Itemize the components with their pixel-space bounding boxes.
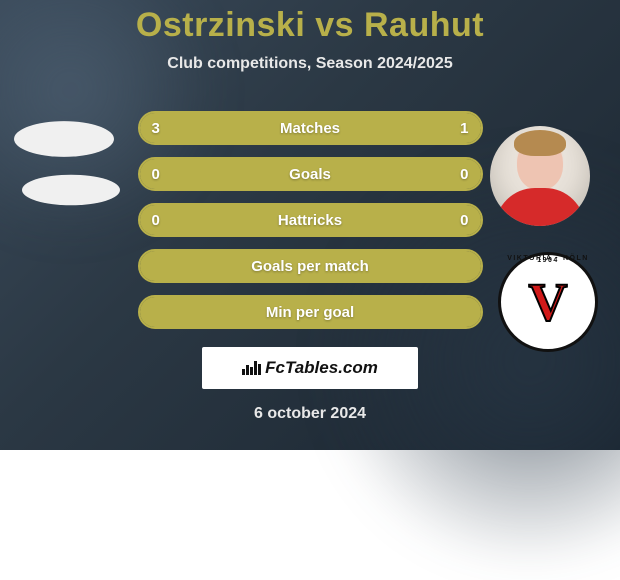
stat-row: Hattricks0 0 [138,203,483,237]
stat-row: Matches3 1 [138,111,483,145]
stat-label: Min per goal [140,297,481,327]
player-left-avatar [14,121,114,157]
player-right-club-badge: 1904 V VIKTORIA · KÖLN [498,252,598,352]
brand-footer[interactable]: FcTables.com [202,347,418,389]
chart-icon [242,361,261,375]
stat-label: Goals per match [140,251,481,281]
club-badge-name: VIKTORIA · KÖLN [501,255,595,347]
stat-value-right: 0 [460,159,468,189]
stat-value-left: 0 [152,205,160,235]
player-left-club-badge [22,175,120,206]
date-label: 6 october 2024 [0,405,620,423]
player-right-avatar [490,126,590,226]
subtitle: Club competitions, Season 2024/2025 [0,55,620,73]
stat-label: Matches [140,113,481,143]
stat-label: Goals [140,159,481,189]
stat-value-right: 1 [460,113,468,143]
comparison-card: 1904 V VIKTORIA · KÖLN Ostrzinski vs Rau… [0,0,620,450]
page-title: Ostrzinski vs Rauhut [0,6,620,45]
stat-row: Min per goal [138,295,483,329]
player-right-shirt [495,188,585,226]
stat-row: Goals0 0 [138,157,483,191]
brand-label: FcTables.com [265,358,378,378]
stat-value-left: 0 [152,159,160,189]
stat-label: Hattricks [140,205,481,235]
stat-value-left: 3 [152,113,160,143]
stats-container: Matches31Goals00Hattricks00Goals per mat… [138,111,483,329]
stat-row: Goals per match [138,249,483,283]
stat-value-right: 0 [460,205,468,235]
